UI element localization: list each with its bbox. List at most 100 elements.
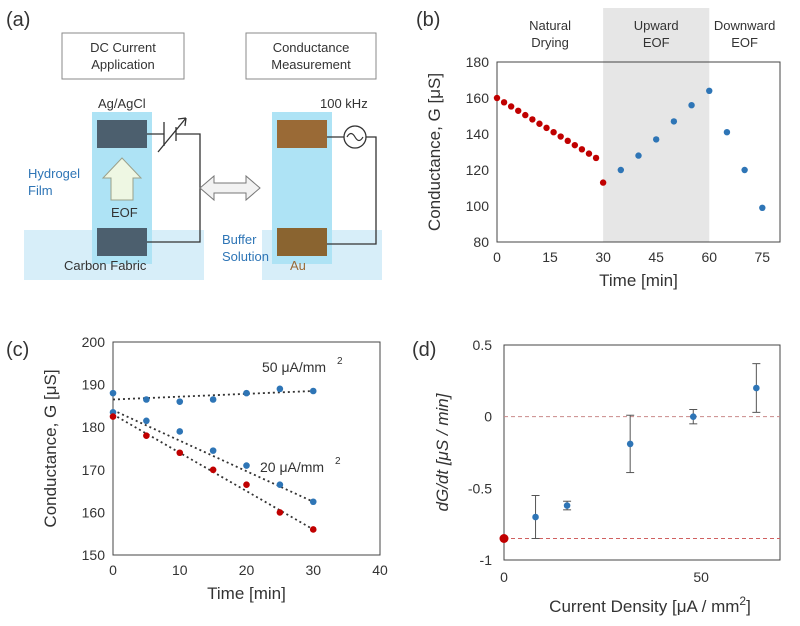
data-point-eof [617,166,625,174]
sine-icon [346,132,364,142]
y-tick-label: 170 [82,462,106,478]
fit-line [112,390,314,401]
panel-a-label: (a) [6,9,30,31]
data-point-eof [689,413,697,420]
data-point-eof [635,152,642,159]
variable-source-icon [157,117,187,153]
x-tick-label: 10 [172,562,188,578]
y-tick-label: 160 [466,90,490,106]
cond-box [245,32,377,80]
x-tick-label: 40 [372,562,388,578]
data-point-natural [507,103,515,110]
au-label: Au [290,258,306,273]
data-point-natural [578,146,586,153]
panel-b-chart: (b) Natural Drying Upward EOF Downward EOF 80 1… [416,8,781,290]
data-point-natural [543,124,550,132]
y-axis-label: Conductance, G [μS] [41,369,60,527]
annotation-50-sup: 2 [337,356,343,367]
data-point-natural [499,534,509,543]
au-bottom-electrode [277,228,327,256]
x-tick-label: 45 [648,249,664,265]
x-tick-label: 50 [693,569,709,585]
data-point [109,413,117,420]
data-point-eof [652,136,660,143]
panel-c-label: (c) [6,339,29,361]
y-tick-label: 80 [473,234,489,250]
data-point-eof [723,129,731,136]
x-tick-label: 15 [542,249,558,265]
eof-label: EOF [111,205,138,220]
cond-box-text: Conductance Measurement [271,40,351,72]
data-point [276,481,284,489]
x-tick-label: 30 [595,249,611,265]
data-point [176,428,184,435]
data-point-eof [753,384,760,392]
data-point [276,509,284,516]
data-point-eof [688,102,695,109]
data-point [109,389,117,397]
x-tick-label: 30 [305,562,321,578]
dc-box [61,32,185,80]
data-point-natural [536,120,543,127]
buffer-label: Buffer Solution [222,232,269,264]
y-tick-label: 0.5 [473,337,493,353]
region-label-0: Natural Drying [529,18,571,50]
data-point-natural [529,116,536,123]
region-label-1: Upward EOF [634,18,679,50]
ac-wire [327,136,377,245]
data-point-eof [759,204,766,211]
y-tick-label: 190 [82,377,106,393]
data-point [143,396,150,403]
ag-label: Ag/AgCl [98,96,146,111]
panel-d-label: (d) [412,339,436,361]
double-arrow-icon [199,174,261,202]
y-axis-label: dG/dt [μS / min] [433,392,452,511]
data-point [176,449,184,457]
hydrogel-label: Hydrogel Film [28,166,80,198]
y-tick-label: -0.5 [468,480,492,496]
y-tick-label: 120 [466,162,490,178]
x-tick-label: 0 [500,569,508,585]
au-top-electrode [277,120,327,148]
x-tick-label: 75 [755,249,771,265]
data-point-natural [493,94,501,102]
y-tick-label: 200 [82,334,106,350]
plot-frame [496,61,781,243]
panel-c-chart: (c) 150 160 170 180 190 200 0 10 20 30 40 Time [min… [6,334,388,603]
y-tick-label: -1 [480,552,493,568]
dc-wire [147,133,201,243]
y-tick-label: 180 [82,419,106,435]
y-tick-label: 180 [466,54,490,70]
annotation-20: 20 μA/mm [260,459,324,475]
y-axis-label: Conductance, G [μS] [425,73,444,231]
data-point-natural [571,141,579,149]
data-point [209,447,217,454]
agagcl-electrode [97,120,147,148]
data-point-natural [557,133,564,140]
data-point-eof [563,502,571,509]
data-point [309,387,317,395]
data-point-eof [626,440,634,448]
y-tick-label: 0 [484,409,492,425]
data-point-natural [515,107,522,114]
x-tick-label: 60 [701,249,717,265]
data-point-eof [706,87,713,95]
data-point [143,432,150,440]
data-point-natural [585,150,593,157]
x-tick-label: 20 [239,562,255,578]
fit-line [112,409,314,503]
data-point-natural [592,154,600,162]
annotation-20-sup: 2 [335,456,341,467]
plot-frame [503,344,781,561]
data-point [209,396,217,403]
data-point [243,481,250,489]
carbon-label: Carbon Fabric [64,258,147,273]
data-point [309,498,317,506]
dc-box-text: DC Current Application [90,40,156,72]
data-point [276,385,284,393]
panel-d-chart: (d) -1 -0.5 0 0.5 0 50 Current Density [μA / m… [412,337,781,616]
freq-label: 100 kHz [320,96,368,111]
x-tick-label: 0 [109,562,117,578]
data-point [209,466,217,474]
